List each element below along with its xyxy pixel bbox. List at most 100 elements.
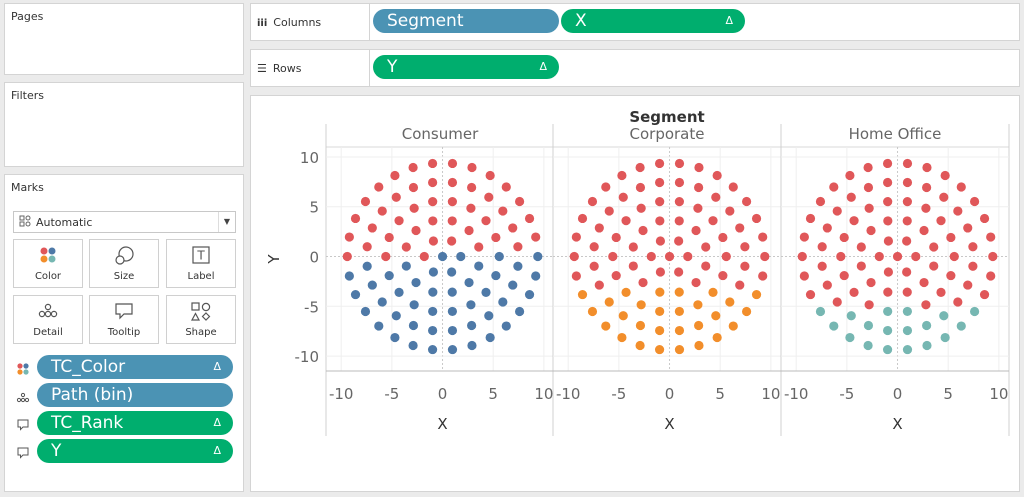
data-point [956,182,966,192]
color-icon [14,245,82,267]
data-point [360,306,371,317]
x-pill[interactable]: X Δ [561,9,745,33]
data-point [846,311,856,321]
data-point [919,277,929,288]
data-point [447,325,458,336]
data-point [428,287,438,297]
data-point [741,306,752,317]
data-point [735,280,745,290]
data-point [919,225,929,236]
chevron-down-icon: ▼ [218,212,235,232]
tooltip-icon [90,301,158,323]
columns-shelf[interactable]: iii Columns Segment X Δ [250,3,1020,41]
data-point [655,287,665,297]
data-point [902,177,913,188]
x-axis-label: X [437,415,447,433]
data-point [946,270,956,281]
data-point [864,300,874,310]
data-point [655,325,665,336]
data-point [691,225,701,236]
y-pill[interactable]: Y Δ [37,439,233,463]
data-point [384,232,394,243]
data-point [718,270,728,281]
data-point [674,344,685,355]
data-point [411,225,421,236]
color-button[interactable]: Color [13,239,83,288]
data-point [929,242,939,252]
data-point [464,277,474,288]
data-point [408,162,418,173]
data-point [531,271,541,281]
data-point [409,203,419,213]
data-point [845,170,855,181]
data-point [447,344,458,355]
data-point [381,251,391,262]
label-button[interactable]: T Label [166,239,236,288]
tooltip-button[interactable]: Tooltip [89,295,159,344]
data-point [655,236,666,246]
data-point [344,232,354,242]
detail-button[interactable]: Detail [13,295,83,344]
tc-rank-pill[interactable]: TC_Rank Δ [37,411,233,435]
data-point [577,213,588,224]
data-point [883,325,893,336]
data-point [691,277,701,288]
rows-shelf[interactable]: ☰ Rows Y Δ [250,49,1020,87]
data-point [922,320,932,331]
pages-title: Pages [11,10,44,23]
data-point [683,251,693,262]
data-point [969,306,980,317]
data-point [751,213,762,224]
data-point [864,203,874,213]
data-point [902,287,912,297]
y-rows-pill[interactable]: Y Δ [373,55,559,79]
data-point [883,267,894,277]
data-point [817,261,827,271]
segment-pill[interactable]: Segment [373,9,559,33]
size-button[interactable]: Size [89,239,159,288]
data-point [718,232,728,243]
filters-title: Filters [11,89,44,102]
data-point [674,287,684,297]
path-bin-pill[interactable]: Path (bin) [37,383,233,407]
x-tick-label: 0 [438,385,448,403]
pill-label: TC_Color [51,357,126,377]
y-axis-label: Y [265,254,283,265]
data-point [391,311,401,321]
data-point [498,206,508,216]
data-point [693,300,703,310]
data-point [384,270,394,281]
data-point [758,232,768,242]
data-point [508,280,518,290]
data-point [693,203,703,213]
data-point [447,287,457,297]
data-point [367,223,377,233]
data-point [464,225,474,236]
shape-button[interactable]: Shape [166,295,236,344]
data-point [902,216,912,226]
data-point [758,271,768,281]
data-point [712,332,722,343]
x-tick-label: 5 [943,385,953,403]
data-point [447,267,457,277]
pages-panel[interactable]: Pages [4,3,244,75]
data-point [701,242,711,252]
marks-panel: Marks Automatic ▼ Color Size T Label Det… [4,174,244,492]
x-tick-label: 0 [665,385,675,403]
data-point [712,170,722,181]
filters-panel[interactable]: Filters [4,82,244,167]
data-point [728,182,738,192]
data-point [401,242,411,252]
data-point [711,192,721,202]
data-point [636,203,646,213]
data-point [956,321,966,331]
data-point [655,306,665,317]
data-point [654,158,665,169]
data-point [708,287,718,297]
mark-type-dropdown[interactable]: Automatic ▼ [13,211,236,233]
marks-title: Marks [11,181,44,194]
data-point [571,271,581,281]
pill-label: Y [51,441,62,461]
tc-color-pill[interactable]: TC_Color Δ [37,355,233,379]
data-point [618,311,628,321]
